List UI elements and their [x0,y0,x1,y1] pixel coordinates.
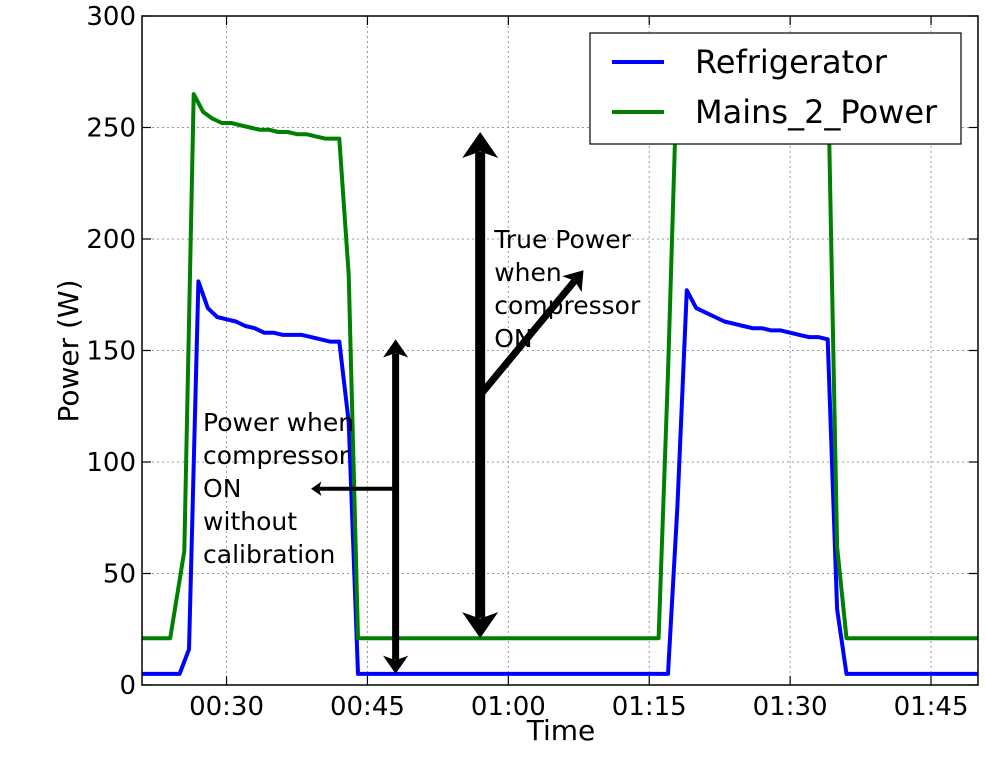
annotation-arrowhead [383,655,409,674]
x-tick-label: 00:45 [330,692,405,722]
annotation-text: True Power [493,225,631,254]
annotation-arrowhead [311,481,322,496]
y-tick-label: 50 [103,560,136,590]
annotation-text: without [203,507,297,536]
y-axis-label: Power (W) [52,279,85,422]
series-line-refrigerator [142,279,978,676]
series-line-mains-2-power [142,58,978,641]
legend: Refrigerator Mains_2_Power [589,32,962,145]
annotation-arrowhead [462,131,499,158]
x-tick-label: 01:15 [612,692,687,722]
x-axis-label: Time [526,714,596,747]
annotation-arrowhead [462,612,499,639]
annotation-arrowhead [383,339,409,358]
tick-layer [142,15,978,686]
annotation-text: ON [494,324,532,353]
x-tick-label: 01:45 [894,692,969,722]
annotation-arrow-shaft [477,278,578,398]
legend-label: Refrigerator [695,43,888,81]
y-tick-label: 250 [86,114,136,144]
annotation-arrowhead [562,270,584,293]
y-tick-label: 0 [119,671,136,701]
annotation-text: ON [203,474,241,503]
series-layer [142,58,978,676]
legend-box [589,32,962,145]
x-tick-label: 01:30 [753,692,828,722]
x-tick-label: 01:00 [471,692,546,722]
y-tick-label: 200 [86,225,136,255]
y-tick-label: 150 [86,337,136,367]
legend-label: Mains_2_Power [695,93,938,131]
annotation-text: when [494,258,562,287]
annotation-text: compressor [494,291,641,320]
y-tick-label: 100 [86,448,136,478]
annotation-layer: True Power when compressor ON Power when comp… [203,131,641,674]
x-tick-label: 00:30 [189,692,264,722]
y-tick-label: 300 [86,2,136,32]
tick-labels: 00:30 00:45 01:00 01:15 01:30 01:45 0 50 100 150 2… [86,2,968,722]
annotation-text: calibration [203,540,335,569]
annotation-text: Power when [203,408,354,437]
annotation-text: compressor [203,441,350,470]
